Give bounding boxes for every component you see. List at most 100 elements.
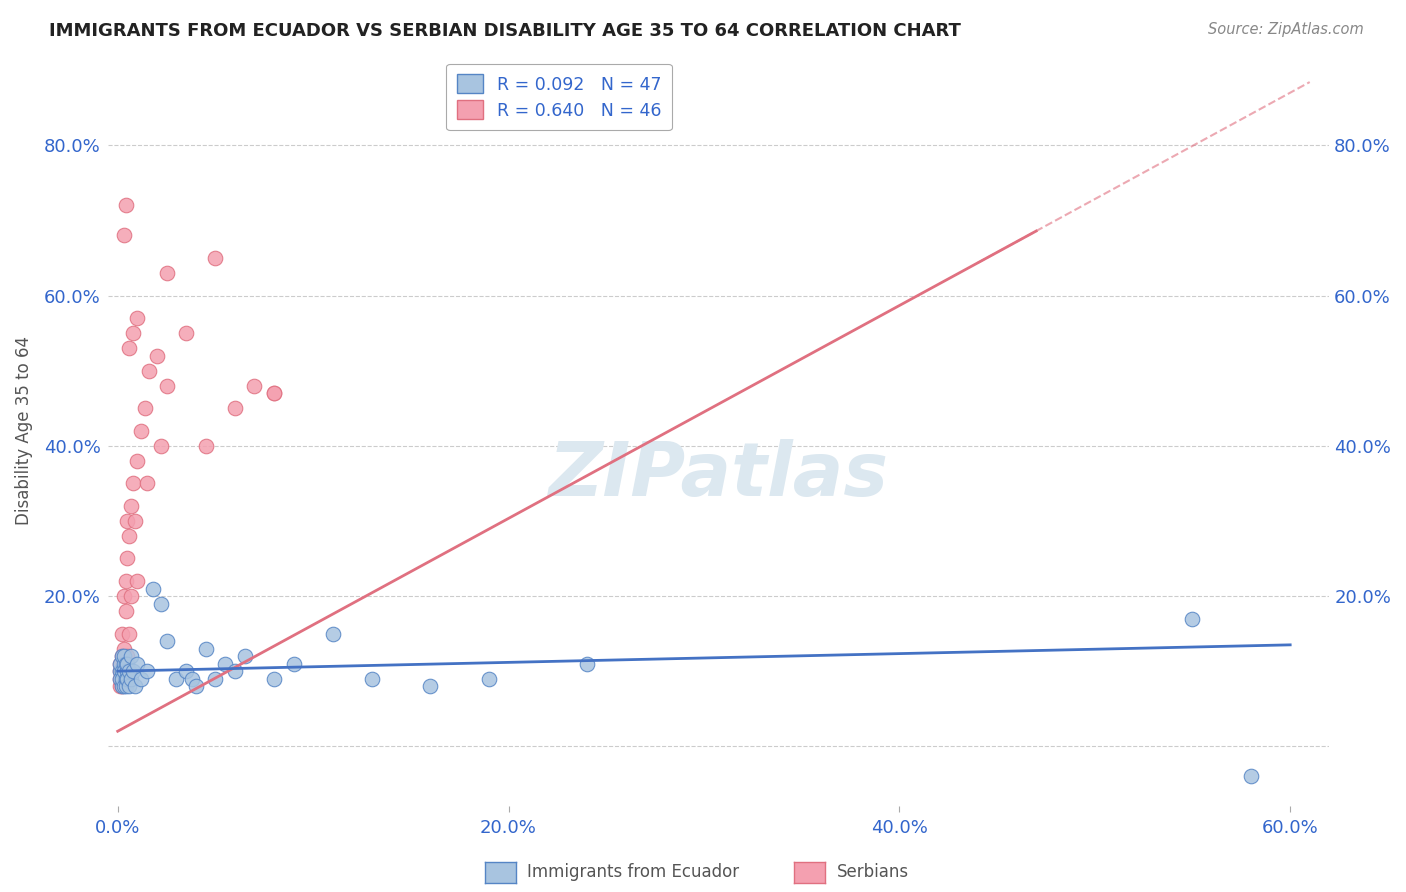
Point bbox=[127, 574, 149, 588]
Point bbox=[1240, 769, 1263, 783]
Point bbox=[117, 551, 139, 566]
Point bbox=[184, 679, 207, 693]
Point bbox=[1181, 611, 1204, 625]
Point bbox=[110, 664, 132, 678]
Point bbox=[122, 664, 145, 678]
Point bbox=[112, 657, 135, 671]
Point bbox=[117, 649, 139, 664]
Point bbox=[112, 672, 135, 686]
Y-axis label: Disability Age 35 to 64: Disability Age 35 to 64 bbox=[15, 336, 32, 525]
Point bbox=[263, 386, 285, 401]
Point bbox=[114, 198, 136, 212]
Point bbox=[243, 378, 266, 392]
Point bbox=[138, 364, 160, 378]
Point bbox=[124, 679, 146, 693]
Point bbox=[117, 514, 139, 528]
Point bbox=[194, 439, 217, 453]
Point bbox=[174, 664, 197, 678]
Point bbox=[127, 311, 149, 326]
Point bbox=[117, 672, 139, 686]
Point bbox=[108, 664, 131, 678]
Point bbox=[165, 672, 187, 686]
Legend: R = 0.092   N = 47, R = 0.640   N = 46: R = 0.092 N = 47, R = 0.640 N = 46 bbox=[446, 64, 672, 130]
Point bbox=[122, 476, 145, 491]
Point bbox=[204, 672, 226, 686]
Point bbox=[127, 454, 149, 468]
Point bbox=[224, 401, 246, 416]
Text: Source: ZipAtlas.com: Source: ZipAtlas.com bbox=[1208, 22, 1364, 37]
Point bbox=[181, 672, 204, 686]
Point bbox=[118, 529, 141, 543]
Point bbox=[118, 626, 141, 640]
Point bbox=[214, 657, 236, 671]
Text: IMMIGRANTS FROM ECUADOR VS SERBIAN DISABILITY AGE 35 TO 64 CORRELATION CHART: IMMIGRANTS FROM ECUADOR VS SERBIAN DISAB… bbox=[49, 22, 962, 40]
Point bbox=[120, 499, 142, 513]
Point bbox=[129, 672, 152, 686]
Point bbox=[108, 657, 131, 671]
Point bbox=[224, 664, 246, 678]
Point bbox=[149, 439, 172, 453]
Point bbox=[117, 664, 139, 678]
Point bbox=[120, 672, 142, 686]
Point bbox=[108, 664, 131, 678]
Point bbox=[110, 649, 132, 664]
Point bbox=[112, 641, 135, 656]
Point bbox=[149, 597, 172, 611]
Point bbox=[136, 664, 159, 678]
Point bbox=[112, 649, 135, 664]
Point bbox=[478, 672, 501, 686]
Point bbox=[114, 657, 136, 671]
Point bbox=[194, 641, 217, 656]
Text: ZIPatlas: ZIPatlas bbox=[548, 440, 889, 512]
Point bbox=[110, 679, 132, 693]
Point bbox=[114, 672, 136, 686]
Point bbox=[108, 672, 131, 686]
Point bbox=[118, 341, 141, 355]
Point bbox=[118, 679, 141, 693]
Point bbox=[117, 657, 139, 671]
Point bbox=[575, 657, 598, 671]
Point bbox=[419, 679, 441, 693]
Point bbox=[127, 657, 149, 671]
Point bbox=[112, 664, 135, 678]
Text: Immigrants from Ecuador: Immigrants from Ecuador bbox=[527, 863, 740, 881]
Point bbox=[120, 649, 142, 664]
Point bbox=[110, 649, 132, 664]
Point bbox=[360, 672, 382, 686]
Point bbox=[108, 672, 131, 686]
Point bbox=[322, 626, 344, 640]
Point bbox=[110, 626, 132, 640]
Point bbox=[142, 582, 165, 596]
Point bbox=[122, 326, 145, 340]
Point bbox=[108, 679, 131, 693]
Point bbox=[283, 657, 305, 671]
Point bbox=[114, 574, 136, 588]
Point bbox=[233, 649, 256, 664]
Point bbox=[112, 679, 135, 693]
Point bbox=[263, 386, 285, 401]
Point bbox=[112, 228, 135, 243]
Point bbox=[134, 401, 156, 416]
Point bbox=[124, 514, 146, 528]
Point bbox=[146, 349, 169, 363]
Point bbox=[155, 378, 177, 392]
Point bbox=[129, 424, 152, 438]
Point bbox=[155, 266, 177, 280]
Point bbox=[114, 604, 136, 618]
Point bbox=[110, 679, 132, 693]
Point bbox=[174, 326, 197, 340]
Point bbox=[204, 251, 226, 265]
Point bbox=[263, 672, 285, 686]
Point bbox=[112, 657, 135, 671]
Point bbox=[114, 679, 136, 693]
Point bbox=[155, 634, 177, 648]
Point bbox=[118, 664, 141, 678]
Text: Serbians: Serbians bbox=[837, 863, 908, 881]
Point bbox=[112, 589, 135, 603]
Point bbox=[110, 664, 132, 678]
Point bbox=[114, 664, 136, 678]
Point bbox=[136, 476, 159, 491]
Point bbox=[108, 657, 131, 671]
Point bbox=[120, 589, 142, 603]
Point bbox=[110, 672, 132, 686]
